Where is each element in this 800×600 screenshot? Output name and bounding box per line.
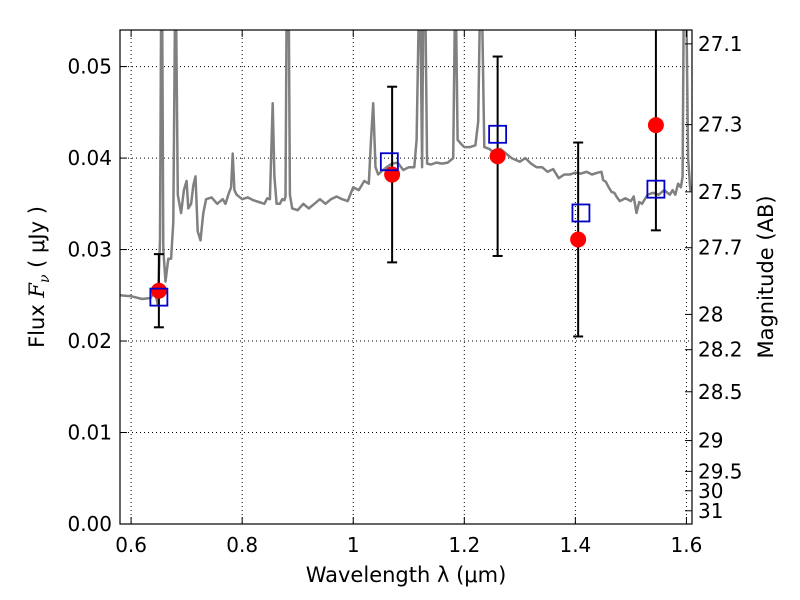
right-axis-label: Magnitude (AB)	[754, 195, 778, 358]
y-axis-label-prefix: Flux	[25, 298, 49, 348]
y-tick-label: 0.02	[67, 329, 112, 353]
plot-area	[120, 30, 692, 338]
plot-frame	[119, 29, 693, 525]
y-tick-label: 0.01	[67, 421, 112, 445]
ticks	[120, 30, 692, 525]
y-axis-label-unit: ( μJy )	[25, 206, 49, 274]
magnitude-tick-label: 30	[698, 479, 723, 503]
y-tick-label: 0.00	[67, 512, 112, 536]
model-spectrum-line	[120, 30, 692, 306]
model-point	[571, 203, 591, 223]
magnitude-tick-label: 27.3	[698, 113, 743, 137]
magnitude-tick-label: 31	[698, 499, 723, 523]
magnitude-tick-label: 27.5	[698, 180, 743, 204]
magnitude-tick-label: 29	[698, 429, 723, 453]
x-tick-label: 1.6	[671, 533, 703, 557]
x-axis-label: Wavelength λ (μm)	[306, 563, 507, 587]
magnitude-tick-label: 28.5	[698, 380, 743, 404]
model-point	[379, 152, 399, 172]
x-tick-label: 1.4	[559, 533, 591, 557]
magnitude-tick-label: 28.2	[698, 338, 743, 362]
y-tick-label: 0.05	[67, 55, 112, 79]
y-axis-label-subscript: ν	[37, 274, 53, 283]
x-tick-label: 1.2	[448, 533, 480, 557]
magnitude-tick-label: 29.5	[698, 459, 743, 483]
model-point	[646, 179, 666, 199]
model-points	[149, 124, 666, 307]
magnitude-tick-label: 27.1	[698, 32, 743, 56]
y-axis-label-symbol: F	[25, 282, 49, 299]
magnitude-tick-label: 27.7	[698, 236, 743, 260]
x-tick-label: 0.6	[115, 533, 147, 557]
observed-point	[570, 231, 587, 248]
model-point	[149, 287, 169, 307]
observed-point	[489, 148, 506, 165]
x-tick-label: 0.8	[226, 533, 258, 557]
y-tick-labels: 0.00 0.01 0.02 0.03 0.04 0.05	[67, 55, 112, 536]
magnitude-tick-label: 28	[698, 302, 723, 326]
x-tick-labels: 0.6 0.8 1 1.2 1.4 1.6	[115, 533, 702, 557]
observed-points	[150, 117, 664, 299]
observed-point	[647, 117, 664, 134]
model-point	[488, 124, 508, 144]
y-tick-label: 0.04	[67, 146, 112, 170]
y-tick-label: 0.03	[67, 238, 112, 262]
y-axis-label: Flux Fν ( μJy )	[25, 206, 53, 348]
x-tick-label: 1	[347, 533, 360, 557]
observed-point	[150, 282, 167, 299]
